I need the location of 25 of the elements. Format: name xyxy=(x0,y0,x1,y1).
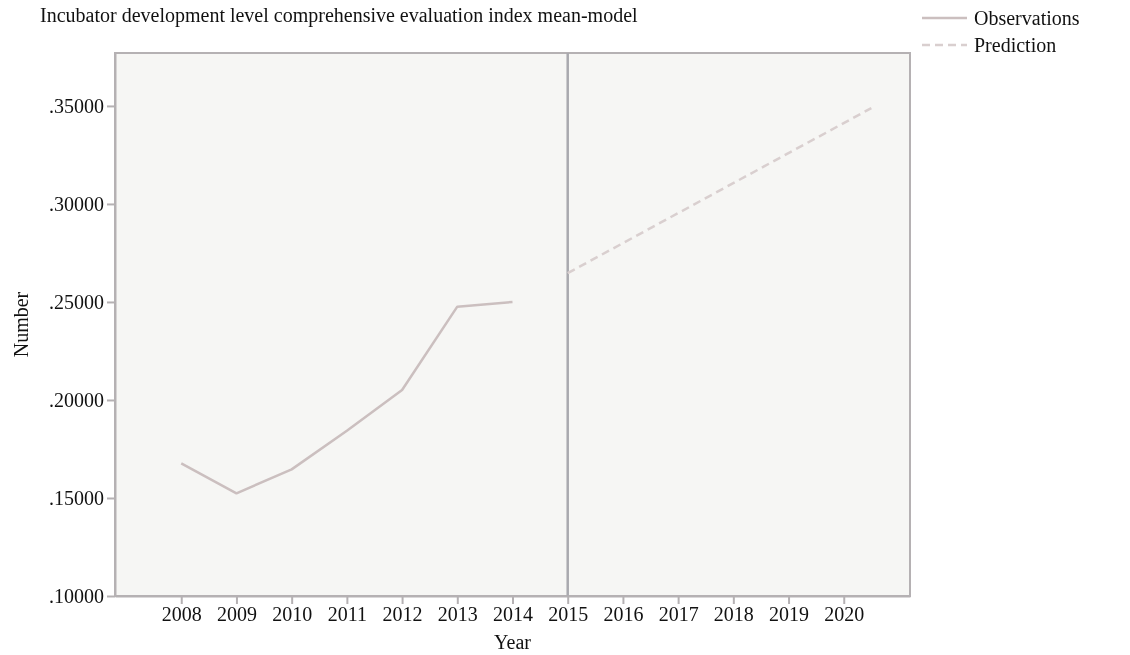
x-tick-label: 2008 xyxy=(161,603,202,626)
legend-label: Prediction xyxy=(974,34,1057,56)
x-tick-label: 2014 xyxy=(493,603,533,626)
x-tick-label: 2012 xyxy=(382,603,423,626)
x-tick-label: 2011 xyxy=(327,603,368,626)
y-tick-label: .30000 xyxy=(49,192,104,215)
x-tick-label: 2020 xyxy=(824,603,865,626)
y-tick-label: .20000 xyxy=(49,388,104,411)
x-tick-label: 2010 xyxy=(272,603,313,626)
y-tick-label: .35000 xyxy=(49,94,104,117)
x-tick-label: 2017 xyxy=(658,603,699,626)
x-tick-label: 2015 xyxy=(548,603,589,626)
line-series xyxy=(180,300,514,495)
x-tick-label: 2018 xyxy=(713,603,754,626)
y-tick-label: .10000 xyxy=(49,584,104,607)
x-axis-title: Year xyxy=(494,631,532,653)
chart-title: Incubator development level comprehensive evaluation index mean-model xyxy=(40,4,638,27)
y-tick-label: .25000 xyxy=(49,290,104,313)
x-tick-label: 2019 xyxy=(769,603,810,626)
x-tick-label: 2013 xyxy=(437,603,478,626)
y-axis-title: Number xyxy=(10,291,32,358)
x-tick-label: 2009 xyxy=(216,603,257,626)
x-tick-label: 2016 xyxy=(603,603,644,626)
legend-label: Observations xyxy=(974,7,1080,29)
y-tick-label: .15000 xyxy=(49,486,104,509)
